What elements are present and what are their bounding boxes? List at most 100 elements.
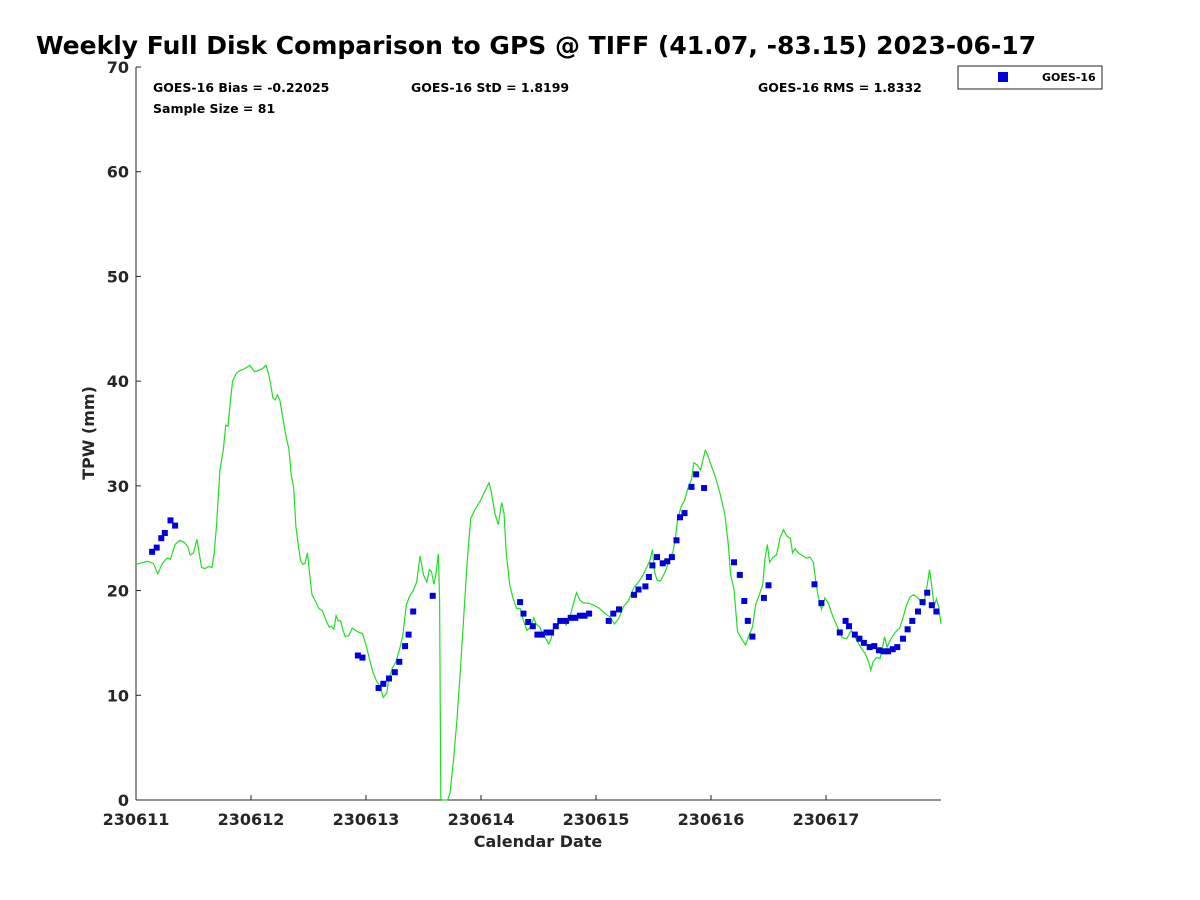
goes16-point bbox=[548, 629, 555, 636]
goes16-point bbox=[851, 631, 858, 638]
goes16-point bbox=[744, 617, 751, 624]
goes16-point bbox=[765, 582, 772, 589]
goes16-point bbox=[429, 592, 436, 599]
x-axis-label: Calendar Date bbox=[474, 832, 603, 851]
y-tick-label: 10 bbox=[107, 686, 129, 705]
goes16-point bbox=[842, 617, 849, 624]
y-tick-label: 20 bbox=[107, 582, 129, 601]
x-ticks: 230611 230612 230613 230614 230615 230616 2306… bbox=[103, 795, 860, 829]
goes16-point bbox=[396, 658, 403, 665]
y-tick-label: 70 bbox=[107, 58, 129, 77]
goes16-point bbox=[856, 635, 863, 642]
goes16-point bbox=[529, 623, 536, 630]
goes16-point bbox=[924, 589, 931, 596]
goes16-point bbox=[354, 652, 361, 659]
gps-line bbox=[135, 364, 942, 801]
y-tick-label: 60 bbox=[107, 163, 129, 182]
goes16-point bbox=[741, 598, 748, 604]
goes16-point bbox=[538, 631, 545, 638]
goes16-point bbox=[649, 562, 656, 569]
goes16-point bbox=[933, 608, 940, 615]
goes16-point bbox=[871, 643, 878, 650]
goes16-point bbox=[673, 537, 680, 544]
goes16-point bbox=[681, 510, 688, 517]
goes16-point bbox=[919, 599, 926, 606]
goes16-point bbox=[736, 571, 743, 578]
x-tick-label: 230613 bbox=[333, 810, 400, 829]
goes16-point bbox=[520, 610, 527, 617]
goes16-point bbox=[760, 594, 767, 601]
goes16-point bbox=[375, 685, 382, 691]
goes16-point bbox=[161, 530, 168, 536]
goes16-point bbox=[928, 602, 935, 609]
goes16-point bbox=[534, 631, 541, 638]
goes16-point bbox=[586, 610, 593, 617]
goes16-point bbox=[552, 623, 559, 630]
goes16-point bbox=[749, 633, 756, 640]
goes16-point bbox=[642, 583, 649, 590]
goes16-point bbox=[645, 574, 652, 580]
x-tick-label: 230615 bbox=[563, 810, 630, 829]
goes16-point bbox=[405, 631, 412, 638]
goes16-point bbox=[172, 522, 179, 529]
goes16-point bbox=[889, 646, 896, 653]
legend-box bbox=[957, 65, 1103, 90]
legend: GOES-16 bbox=[957, 65, 1103, 90]
x-tick-label: 230614 bbox=[448, 810, 515, 829]
axes bbox=[135, 67, 941, 801]
goes16-point bbox=[900, 635, 906, 642]
goes16-point bbox=[563, 617, 570, 624]
goes16-point bbox=[153, 544, 160, 551]
y-tick-label: 50 bbox=[107, 267, 129, 286]
stat-rms: GOES-16 RMS = 1.8332 bbox=[758, 80, 922, 95]
goes16-point bbox=[149, 548, 156, 555]
goes16-point bbox=[567, 614, 574, 621]
goes16-point bbox=[693, 471, 700, 478]
goes16-point bbox=[631, 591, 637, 598]
y-tick-label: 0 bbox=[118, 791, 129, 810]
goes16-point bbox=[158, 535, 165, 542]
goes16-point bbox=[880, 648, 887, 655]
goes16-point bbox=[836, 629, 843, 636]
goes16-point bbox=[410, 608, 417, 615]
goes16-point bbox=[610, 610, 617, 617]
x-tick-label: 230616 bbox=[678, 810, 745, 829]
goes16-point bbox=[576, 612, 583, 619]
goes16-point bbox=[866, 644, 873, 651]
goes16-point bbox=[818, 600, 825, 607]
goes16-point bbox=[860, 639, 867, 646]
legend-label-goes16: GOES-16 bbox=[1042, 71, 1096, 84]
goes16-point bbox=[654, 554, 660, 561]
goes16-point bbox=[402, 643, 409, 650]
goes16-point bbox=[572, 614, 579, 621]
stat-bias: GOES-16 Bias = -0.22025 bbox=[153, 80, 329, 95]
stat-sample-size: Sample Size = 81 bbox=[153, 101, 275, 116]
goes16-point bbox=[668, 554, 675, 561]
goes16-series bbox=[149, 471, 940, 691]
goes16-point bbox=[894, 644, 901, 651]
goes16-point bbox=[359, 654, 366, 661]
goes16-point bbox=[635, 586, 642, 593]
goes16-point bbox=[875, 647, 882, 654]
goes16-point bbox=[909, 617, 916, 624]
goes16-point bbox=[380, 680, 387, 687]
gps-series bbox=[135, 364, 942, 801]
goes16-point bbox=[811, 581, 818, 588]
goes16-point bbox=[659, 560, 666, 567]
y-ticks: 0 10 20 30 40 50 60 70 bbox=[107, 58, 141, 810]
goes16-point bbox=[731, 559, 737, 566]
x-tick-label: 230611 bbox=[103, 810, 170, 829]
x-tick-label: 230612 bbox=[218, 810, 285, 829]
goes16-point bbox=[885, 648, 892, 655]
goes16-point bbox=[688, 483, 695, 490]
goes16-point bbox=[167, 517, 174, 524]
x-tick-label: 230617 bbox=[793, 810, 860, 829]
stats-annotations: GOES-16 Bias = -0.22025 GOES-16 StD = 1.… bbox=[153, 80, 922, 116]
goes16-point bbox=[605, 617, 612, 624]
goes16-point bbox=[701, 485, 708, 491]
goes16-point bbox=[677, 514, 683, 521]
goes16-point bbox=[581, 612, 588, 619]
goes16-point bbox=[616, 606, 622, 613]
y-tick-label: 30 bbox=[107, 477, 129, 496]
